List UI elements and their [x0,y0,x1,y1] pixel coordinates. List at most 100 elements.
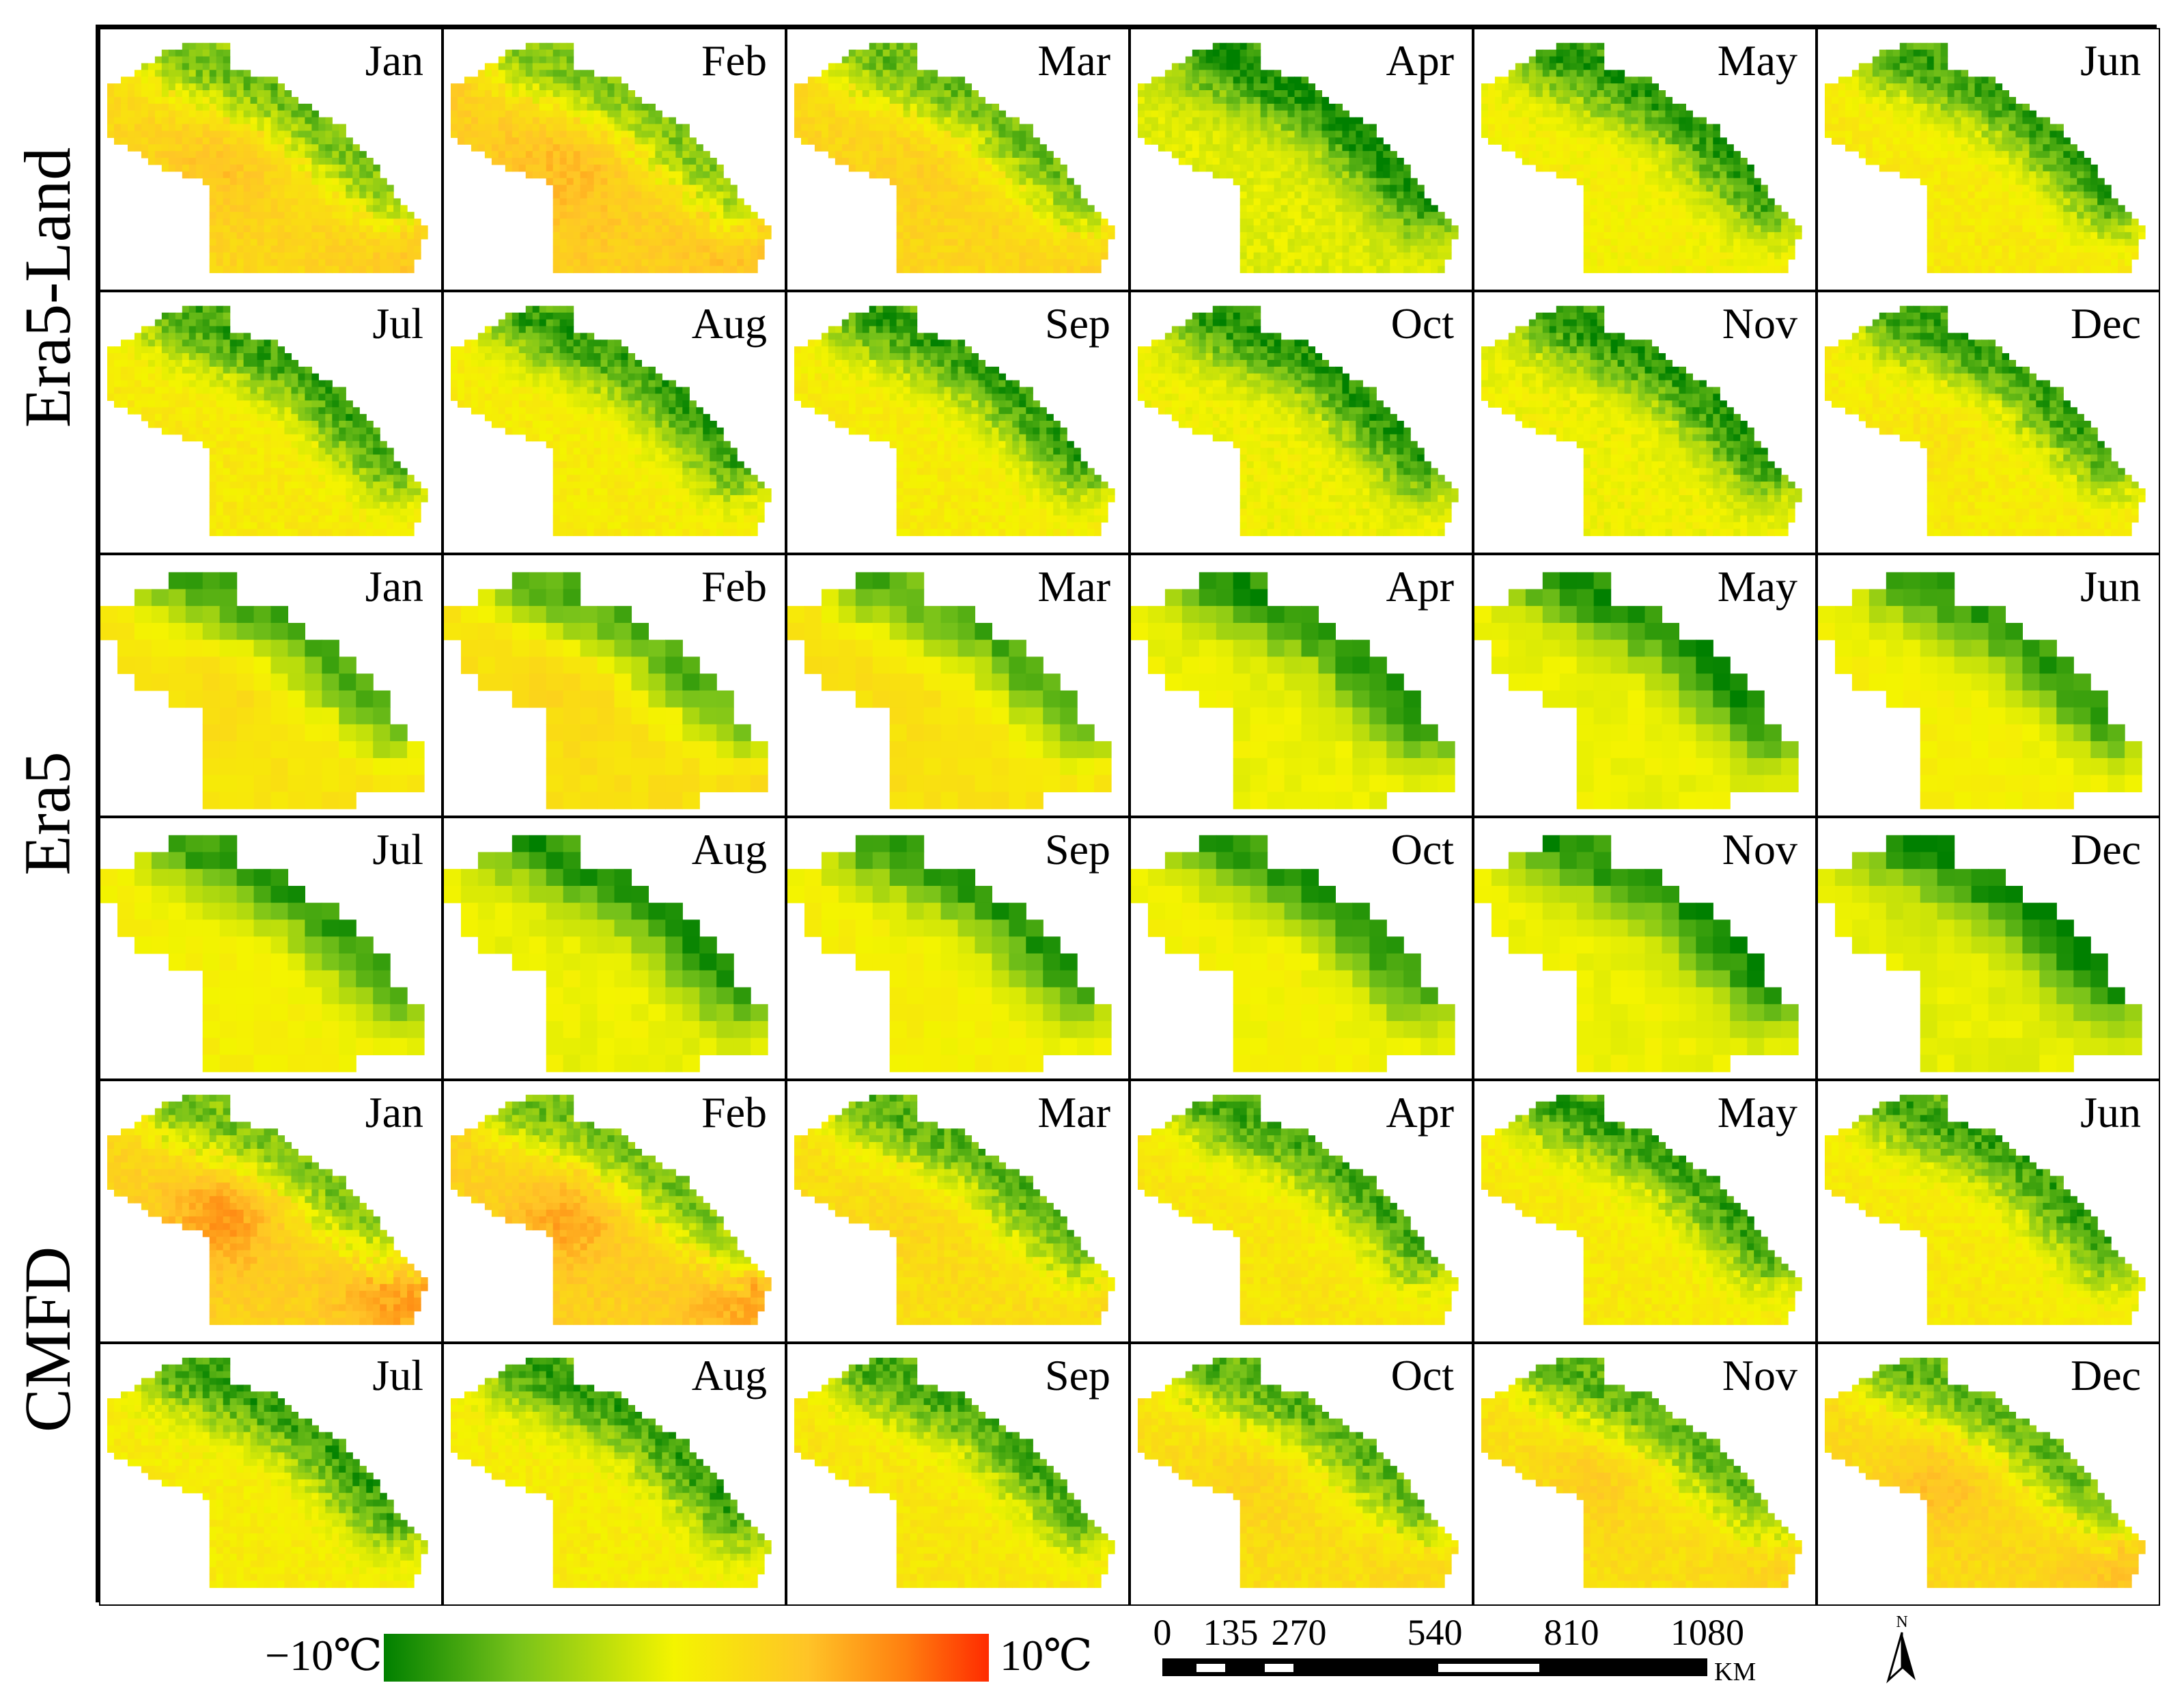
temperature-cell [1672,151,1679,158]
temperature-cell [134,130,142,138]
temperature-cell [916,83,925,91]
temperature-cell [1260,252,1268,260]
temperature-cell [937,164,945,172]
temperature-cell [1012,184,1020,193]
temperature-cell [1947,83,1955,91]
temperature-cell [236,225,244,233]
temperature-cell [634,245,643,253]
temperature-cell [978,137,986,145]
temperature-cell [1658,103,1666,111]
temperature-cell [1933,42,1942,51]
temperature-cell [175,96,183,105]
temperature-cell [188,96,197,105]
temperature-cell [992,171,999,179]
temperature-cell [800,110,809,118]
temperature-cell [450,130,458,138]
temperature-cell [1158,76,1166,84]
temperature-cell [903,219,911,226]
temperature-cell [1199,144,1207,152]
temperature-cell [869,70,877,77]
temperature-cell [1699,191,1707,199]
temperature-cell [1301,238,1309,247]
temperature-cell [1233,178,1241,186]
temperature-cell [209,76,217,84]
temperature-cell [1424,225,1431,233]
temperature-cell [1569,144,1578,152]
temperature-cell [284,191,292,199]
temperature-cell [229,144,238,152]
temperature-cell [889,42,897,51]
temperature-cell [1212,76,1220,84]
temperature-cell [1774,266,1782,273]
temperature-cell [1444,219,1452,226]
temperature-cell [1583,63,1591,70]
temperature-cell [1692,232,1700,240]
temperature-cell [682,205,690,212]
temperature-cell [229,212,238,219]
temperature-cell [998,151,1006,158]
temperature-cell [1508,103,1516,111]
temperature-cell [1685,137,1693,145]
temperature-cell [298,130,305,138]
temperature-cell [1158,83,1166,91]
temperature-cell [359,232,367,240]
temperature-cell [1528,103,1537,111]
temperature-cell [841,83,850,91]
temperature-cell [175,83,183,91]
temperature-cell [992,205,999,212]
temperature-cell [318,232,326,240]
temperature-cell [998,252,1006,260]
temperature-cell [1046,238,1054,247]
temperature-cell [1590,56,1598,64]
temperature-cell [1328,164,1336,172]
temperature-cell [1205,158,1214,165]
temperature-cell [1397,205,1404,212]
temperature-cell [1253,252,1261,260]
temperature-cell [1747,178,1754,186]
temperature-cell [1508,117,1516,125]
temperature-cell [1246,117,1255,125]
temperature-cell [710,212,717,219]
temperature-cell [1267,130,1275,138]
temperature-cell [1417,191,1425,199]
temperature-cell [229,103,238,111]
temperature-cell [141,63,149,70]
temperature-cell [1158,130,1166,138]
temperature-cell [835,83,843,91]
temperature-cell [1321,164,1330,172]
temperature-cell [1267,191,1275,199]
temperature-cell [175,103,183,111]
temperature-cell [716,252,724,260]
temperature-cell [182,171,190,179]
temperature-cell [1638,110,1646,118]
temperature-cell [621,191,629,199]
temperature-cell [957,130,966,138]
temperature-cell [2029,117,2036,125]
temperature-cell [1563,110,1571,118]
temperature-cell [552,252,561,260]
temperature-cell [175,110,183,118]
temperature-cell [876,70,884,77]
temperature-cell [1631,191,1639,199]
temperature-cell [869,49,877,57]
temperature-cell [243,266,251,273]
temperature-cell [1321,259,1330,266]
temperature-cell [607,103,615,111]
temperature-cell [1733,198,1741,206]
temperature-cell [985,198,992,206]
temperature-cell [807,110,815,118]
temperature-cell [107,130,115,138]
temperature-cell [1706,178,1713,186]
temperature-cell [229,171,238,179]
temperature-cell [1542,70,1550,77]
temperature-cell [1301,164,1309,172]
temperature-cell [614,245,622,253]
temperature-cell [346,259,353,266]
temperature-cell [305,191,312,199]
temperature-cell [1315,219,1323,226]
temperature-cell [648,103,656,111]
temperature-cell [243,259,251,266]
temperature-cell [716,205,724,212]
temperature-cell [1631,137,1639,145]
temperature-cell [305,158,312,165]
